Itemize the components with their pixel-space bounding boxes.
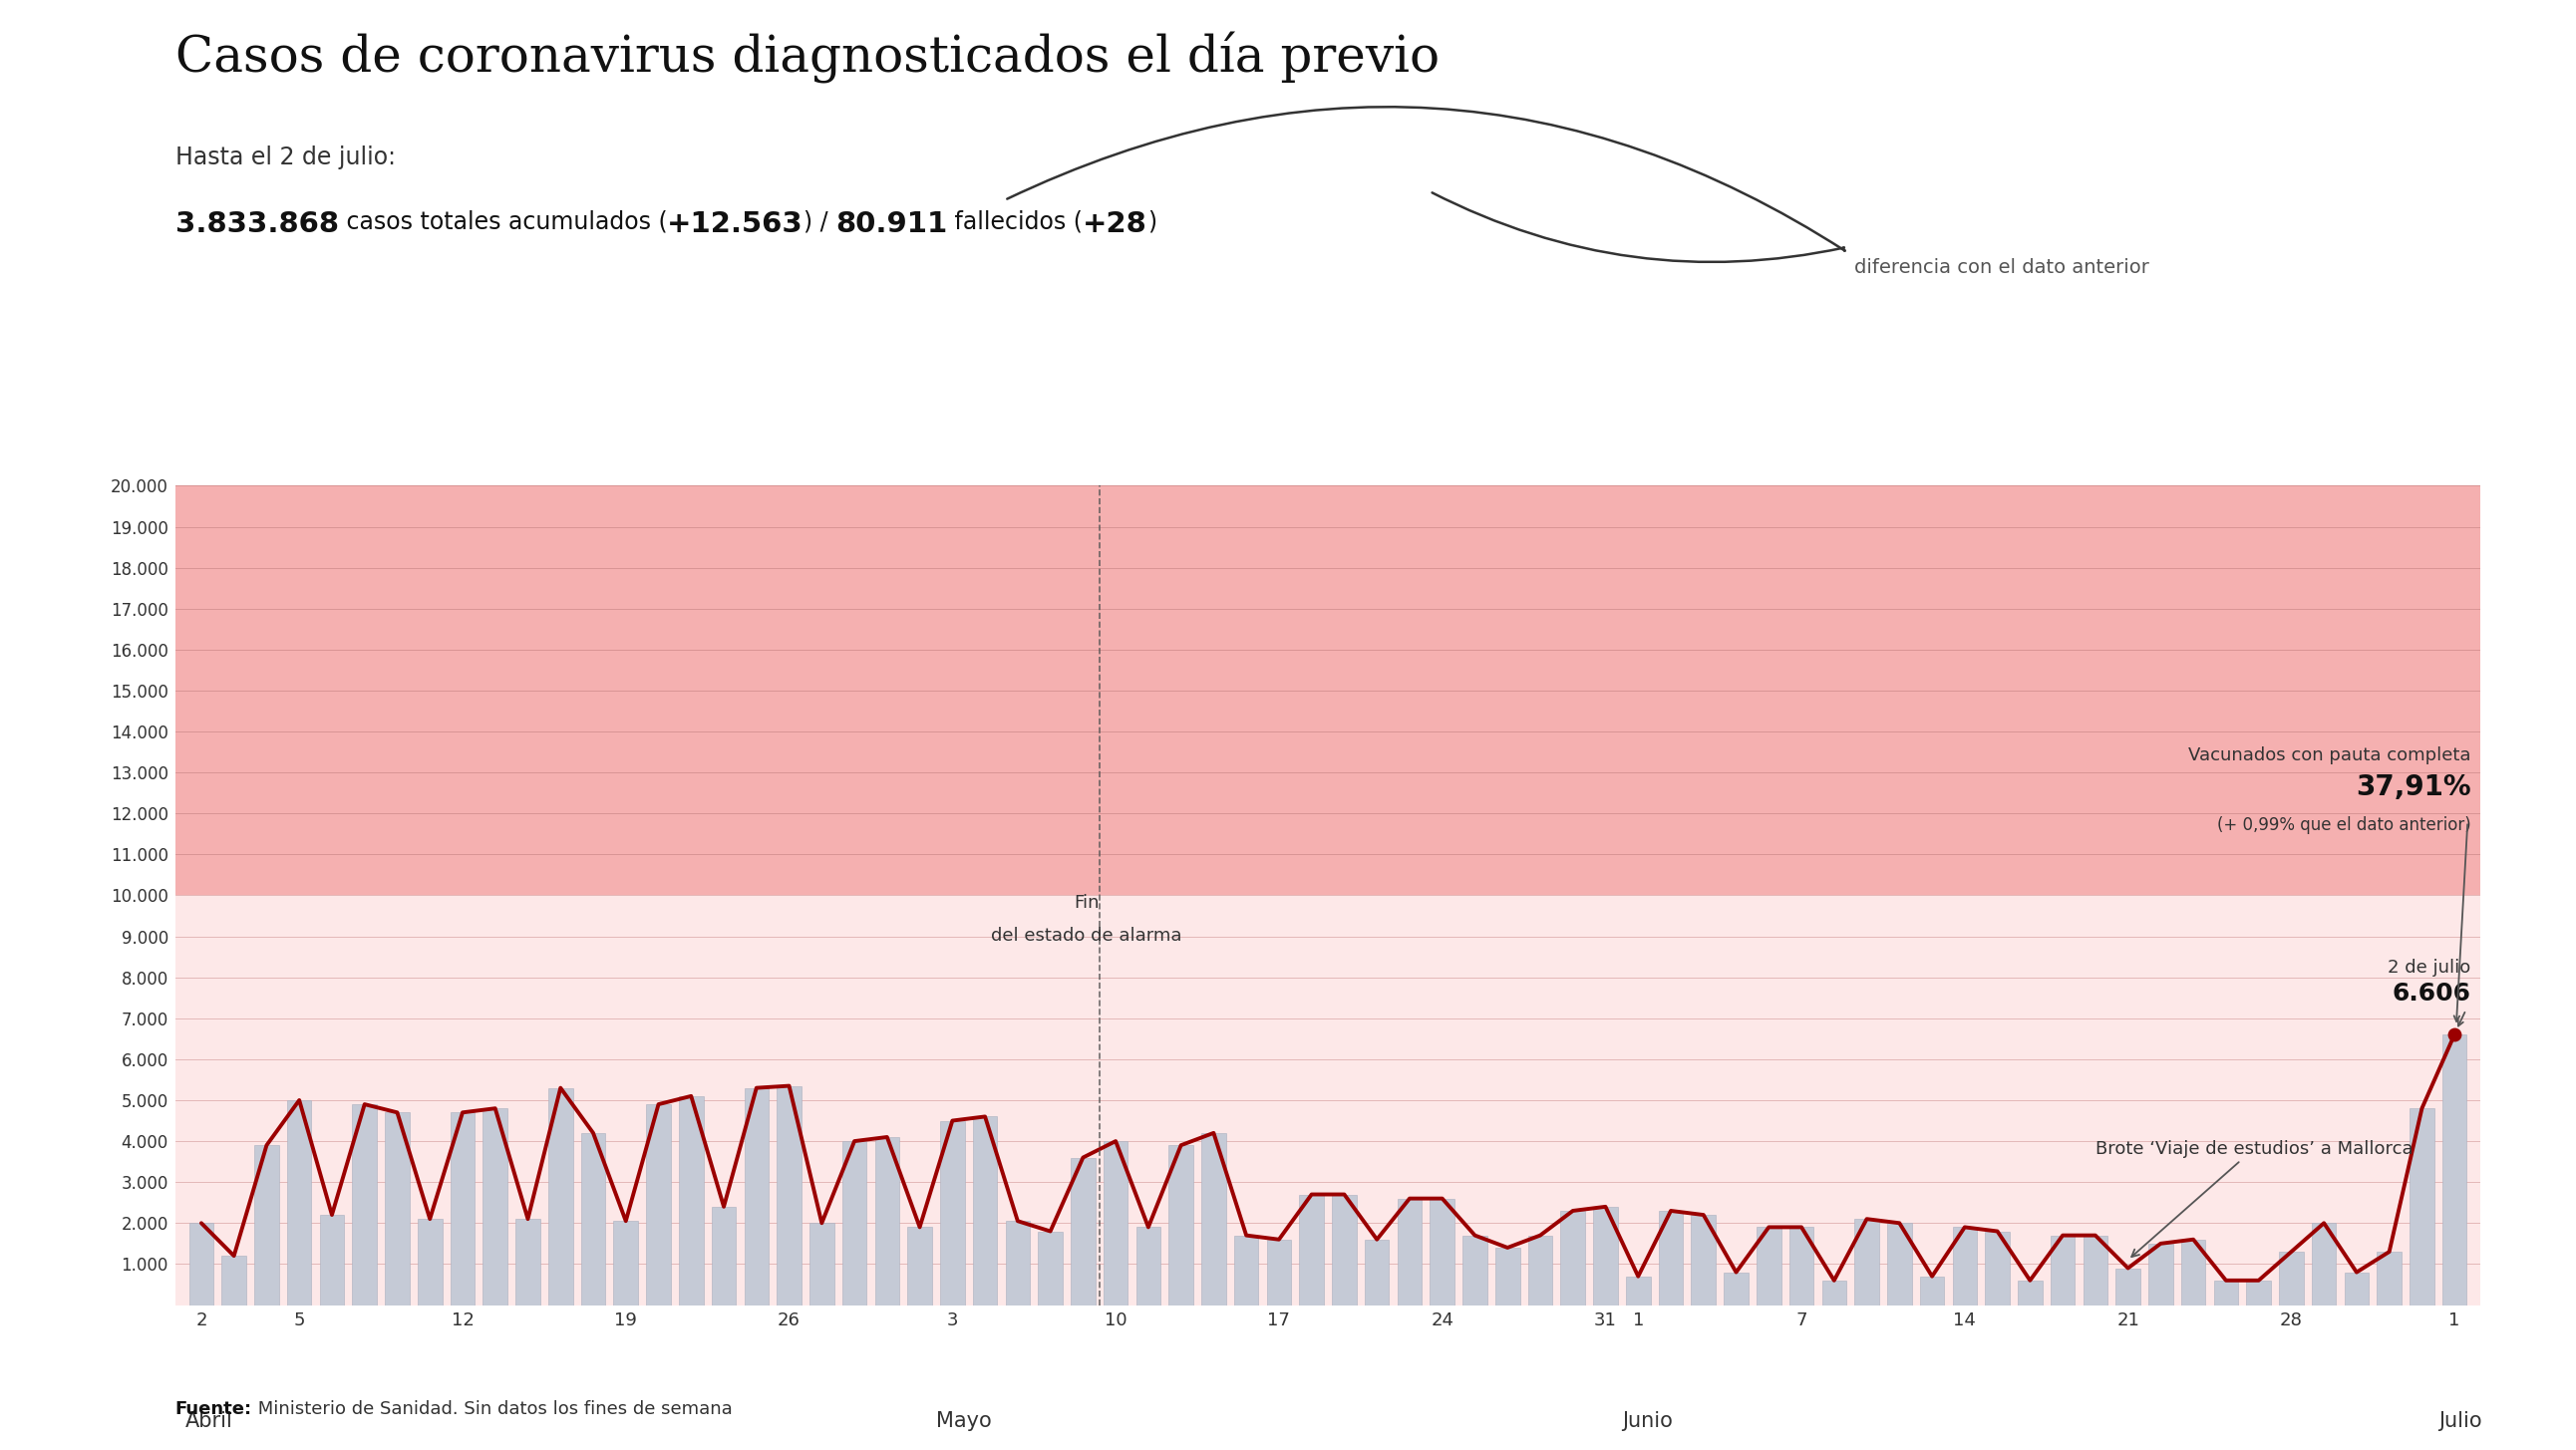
Bar: [1494, 1247, 1520, 1305]
Bar: [1200, 1132, 1226, 1305]
Bar: [2050, 1235, 2074, 1305]
Bar: [549, 1088, 572, 1305]
Text: 80.911: 80.911: [835, 210, 948, 238]
Bar: [1005, 1221, 1030, 1305]
Text: +28: +28: [1082, 210, 1146, 238]
Bar: [1561, 1211, 1584, 1305]
Bar: [711, 1206, 737, 1305]
Bar: [647, 1105, 670, 1305]
Bar: [1136, 1227, 1162, 1305]
Bar: [2280, 1251, 2303, 1305]
Bar: [1298, 1195, 1324, 1305]
Bar: [613, 1221, 639, 1305]
Text: (+ 0,99% que el dato anterior): (+ 0,99% que el dato anterior): [2218, 816, 2470, 834]
Bar: [2442, 1034, 2468, 1305]
Text: Julio: Julio: [2439, 1411, 2481, 1431]
Text: ): ): [1146, 210, 1157, 233]
Text: Casos de coronavirus diagnosticados el día previo: Casos de coronavirus diagnosticados el d…: [175, 32, 1440, 84]
Text: Mayo: Mayo: [935, 1411, 992, 1431]
Text: fallecidos (: fallecidos (: [948, 210, 1082, 233]
FancyArrowPatch shape: [1007, 107, 1844, 251]
Bar: [286, 1101, 312, 1305]
Bar: [1365, 1240, 1388, 1305]
Bar: [1396, 1199, 1422, 1305]
Bar: [778, 1086, 801, 1305]
Bar: [1625, 1276, 1651, 1305]
Text: del estado de alarma: del estado de alarma: [992, 927, 1182, 944]
FancyArrowPatch shape: [1432, 193, 1844, 262]
Bar: [1038, 1231, 1061, 1305]
Text: ) /: ) /: [804, 210, 835, 233]
Text: Ministerio de Sanidad. Sin datos los fines de semana: Ministerio de Sanidad. Sin datos los fin…: [252, 1401, 732, 1418]
Bar: [175, 486, 2481, 895]
Bar: [1919, 1276, 1945, 1305]
Bar: [1072, 1157, 1095, 1305]
Bar: [482, 1108, 507, 1305]
Bar: [744, 1088, 768, 1305]
Bar: [2378, 1251, 2401, 1305]
Text: Junio: Junio: [1623, 1411, 1672, 1431]
Bar: [2409, 1108, 2434, 1305]
Bar: [582, 1132, 605, 1305]
Bar: [974, 1117, 997, 1305]
Bar: [417, 1219, 443, 1305]
Bar: [188, 1224, 214, 1305]
Bar: [1953, 1227, 1976, 1305]
Text: 2 de julio: 2 de julio: [2388, 958, 2470, 977]
Bar: [1790, 1227, 1814, 1305]
Bar: [680, 1096, 703, 1305]
Text: casos totales acumulados (: casos totales acumulados (: [337, 210, 667, 233]
Bar: [809, 1224, 835, 1305]
Bar: [1855, 1219, 1878, 1305]
Bar: [1463, 1235, 1486, 1305]
Bar: [222, 1256, 247, 1305]
Bar: [907, 1227, 933, 1305]
Bar: [2311, 1224, 2336, 1305]
Bar: [1986, 1231, 2009, 1305]
Bar: [2084, 1235, 2107, 1305]
Text: Abril: Abril: [185, 1411, 232, 1431]
Text: Brote ‘Viaje de estudios’ a Mallorca: Brote ‘Viaje de estudios’ a Mallorca: [2094, 1140, 2414, 1257]
Bar: [2213, 1280, 2239, 1305]
Bar: [1528, 1235, 1553, 1305]
Bar: [319, 1215, 345, 1305]
Bar: [2017, 1280, 2043, 1305]
Bar: [1659, 1211, 1682, 1305]
Bar: [2246, 1280, 2272, 1305]
Bar: [1332, 1195, 1358, 1305]
Bar: [1103, 1141, 1128, 1305]
Bar: [515, 1219, 541, 1305]
Bar: [2115, 1269, 2141, 1305]
Bar: [842, 1141, 866, 1305]
Text: +12.563: +12.563: [667, 210, 804, 238]
Bar: [2182, 1240, 2205, 1305]
Bar: [1723, 1272, 1749, 1305]
Text: Hasta el 2 de julio:: Hasta el 2 de julio:: [175, 145, 397, 168]
Text: diferencia con el dato anterior: diferencia con el dato anterior: [1855, 258, 2151, 277]
Bar: [2344, 1272, 2370, 1305]
Bar: [876, 1137, 899, 1305]
Text: Vacunados con pauta completa: Vacunados con pauta completa: [2187, 747, 2470, 764]
Bar: [1595, 1206, 1618, 1305]
Bar: [940, 1121, 963, 1305]
Bar: [1234, 1235, 1260, 1305]
Bar: [1692, 1215, 1716, 1305]
Bar: [1170, 1146, 1193, 1305]
Bar: [255, 1146, 278, 1305]
Text: 37,91%: 37,91%: [2354, 773, 2470, 802]
Text: 6.606: 6.606: [2393, 982, 2470, 1006]
Bar: [384, 1112, 410, 1305]
Bar: [1757, 1227, 1780, 1305]
Bar: [451, 1112, 474, 1305]
Bar: [2148, 1244, 2174, 1305]
Text: Fin: Fin: [1074, 893, 1100, 912]
Bar: [1821, 1280, 1847, 1305]
Text: Fuente:: Fuente:: [175, 1401, 252, 1418]
Bar: [1267, 1240, 1291, 1305]
Bar: [1430, 1199, 1455, 1305]
Bar: [1888, 1224, 1911, 1305]
Text: 3.833.868: 3.833.868: [175, 210, 337, 238]
Bar: [353, 1105, 376, 1305]
